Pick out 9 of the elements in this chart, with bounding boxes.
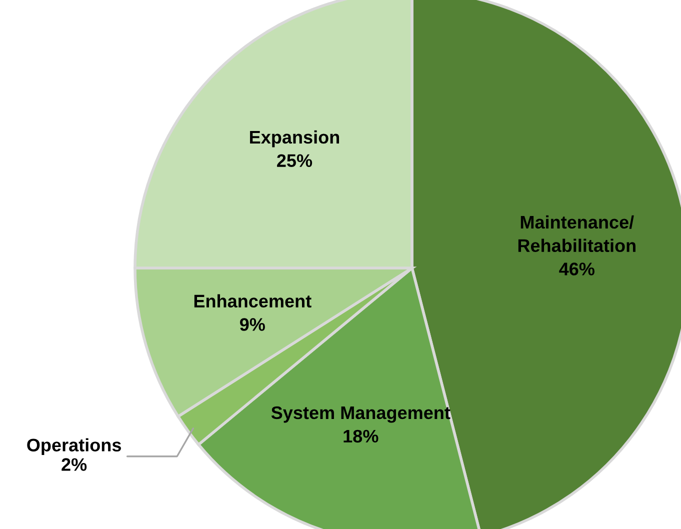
data-label: 2% (62, 458, 87, 471)
data-label: 18% (344, 430, 378, 443)
data-label: 25% (277, 154, 312, 168)
data-label: 46% (559, 262, 594, 276)
slice-label: Enhancement (194, 294, 312, 308)
slice-label: Maintenance/ Rehabilitation (518, 215, 636, 252)
slice-label: Operations (27, 438, 121, 456)
data-label: 9% (240, 318, 265, 331)
slice-label: Expansion (250, 130, 340, 148)
